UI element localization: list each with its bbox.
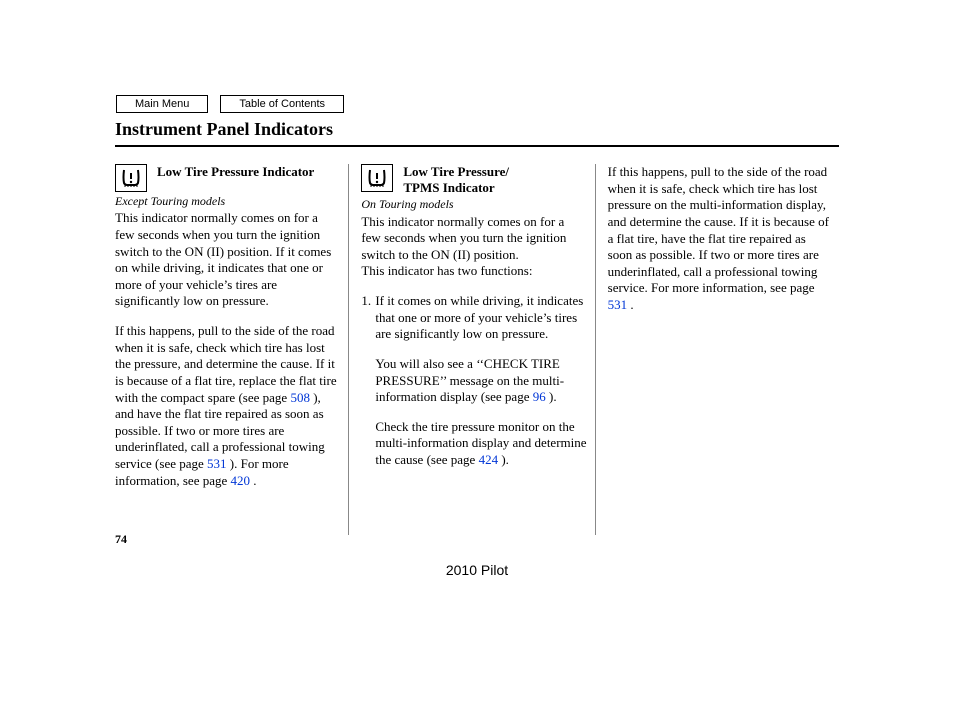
- col2-subpara-2: Check the tire pressure monitor on the m…: [375, 419, 586, 469]
- page-link-508[interactable]: 508: [290, 390, 310, 405]
- nav-buttons: Main Menu Table of Contents: [116, 95, 344, 113]
- page-number: 74: [115, 532, 127, 547]
- list-body: If it comes on while driving, it indicat…: [375, 293, 586, 343]
- col1-para2: If this happens, pull to the side of the…: [115, 323, 340, 489]
- page-link-420[interactable]: 420: [231, 473, 251, 488]
- text: .: [627, 297, 634, 312]
- text: ).: [546, 389, 557, 404]
- main-menu-button[interactable]: Main Menu: [116, 95, 208, 113]
- page-link-424[interactable]: 424: [479, 452, 499, 467]
- tpms-icon-box: [115, 164, 147, 192]
- page-link-96[interactable]: 96: [533, 389, 546, 404]
- footer-model: 2010 Pilot: [0, 562, 954, 580]
- indicator-header-2: Low Tire Pressure/ TPMS Indicator: [361, 164, 586, 195]
- tpms-icon: [120, 168, 142, 188]
- indicator-subtitle-1: Except Touring models: [115, 194, 340, 209]
- content-columns: Low Tire Pressure Indicator Except Touri…: [115, 164, 841, 535]
- col2-list-item-1: 1. If it comes on while driving, it indi…: [361, 293, 586, 343]
- indicator-subtitle-2: On Touring models: [361, 197, 586, 212]
- toc-button[interactable]: Table of Contents: [220, 95, 344, 113]
- list-number: 1.: [361, 293, 375, 343]
- indicator-title-1: Low Tire Pressure Indicator: [157, 164, 314, 180]
- indicator-header-1: Low Tire Pressure Indicator: [115, 164, 340, 192]
- col1-para1: This indicator normally comes on for a f…: [115, 210, 340, 310]
- page-link-531[interactable]: 531: [207, 456, 227, 471]
- page-title: Instrument Panel Indicators: [115, 118, 839, 147]
- column-3: If this happens, pull to the side of the…: [595, 164, 841, 535]
- col2-para1: This indicator normally comes on for a f…: [361, 214, 586, 264]
- text: .: [250, 473, 257, 488]
- indicator-title-2: Low Tire Pressure/ TPMS Indicator: [403, 164, 509, 195]
- col3-para1: If this happens, pull to the side of the…: [608, 164, 833, 314]
- column-2: Low Tire Pressure/ TPMS Indicator On Tou…: [348, 164, 594, 535]
- col2-para1b: This indicator has two functions:: [361, 263, 586, 280]
- page-link-531b[interactable]: 531: [608, 297, 628, 312]
- tpms-icon: [366, 168, 388, 188]
- col2-subpara-1: You will also see a ‘‘CHECK TIRE PRESSUR…: [375, 356, 586, 406]
- tpms-icon-box: [361, 164, 393, 192]
- column-1: Low Tire Pressure Indicator Except Touri…: [115, 164, 348, 535]
- text: ).: [498, 452, 509, 467]
- text: If this happens, pull to the side of the…: [608, 164, 829, 295]
